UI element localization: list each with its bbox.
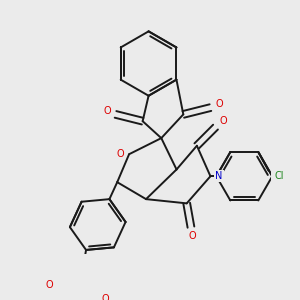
Text: O: O xyxy=(189,231,196,241)
Text: O: O xyxy=(103,106,111,116)
Text: O: O xyxy=(215,99,223,109)
Text: O: O xyxy=(219,116,227,126)
Text: O: O xyxy=(117,149,124,159)
Text: Cl: Cl xyxy=(275,171,284,181)
Text: O: O xyxy=(46,280,53,290)
Text: N: N xyxy=(215,171,223,181)
Text: O: O xyxy=(102,294,110,300)
